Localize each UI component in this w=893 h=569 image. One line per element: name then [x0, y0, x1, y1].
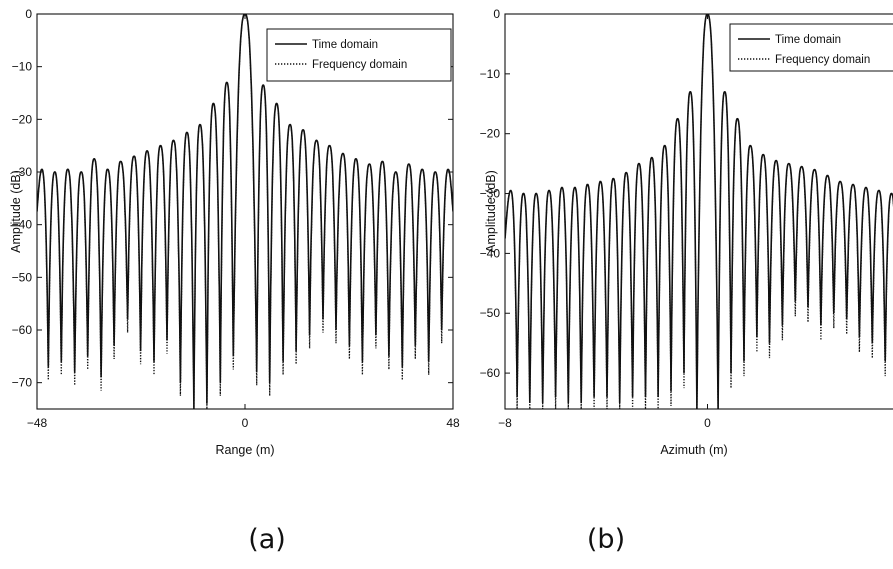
- y-tick-label: −40: [12, 218, 33, 232]
- y-tick-label: −40: [480, 246, 501, 260]
- legend-label-frequency-domain: Frequency domain: [775, 54, 870, 66]
- x-tick-label: −8: [498, 416, 512, 430]
- y-tick-label: −60: [12, 323, 33, 337]
- plot-area: [505, 14, 893, 409]
- x-tick-label: −48: [27, 416, 48, 430]
- legend-label-time-domain: Time domain: [775, 34, 841, 46]
- x-tick-label: 0: [242, 416, 249, 430]
- chart-panel-2: 0 −10 −20 −30 −40 −50 −60 −8 0 Azimuth (m) Amplitu…: [480, 7, 893, 555]
- y-tick-label: −70: [12, 376, 33, 390]
- y-tick-label: −60: [480, 366, 501, 380]
- y-tick-label: −30: [12, 165, 33, 179]
- legend-box: [266, 28, 452, 82]
- legend: Time domain Frequency domain: [266, 28, 452, 82]
- y-tick-label: −20: [480, 127, 501, 141]
- y-axis-title: Amplitude (dB): [484, 170, 498, 253]
- series-line-time-domain: [37, 14, 453, 409]
- y-tick-label: −10: [12, 60, 33, 74]
- legend: Time domain Frequency domain: [729, 23, 893, 72]
- y-tick-label: 0: [493, 7, 500, 21]
- plot-area: [37, 14, 453, 409]
- legend-box: [729, 23, 893, 72]
- panel-caption: (a): [248, 524, 286, 555]
- x-axis-title: Azimuth (m): [660, 443, 727, 457]
- y-tick-label: −10: [480, 67, 501, 81]
- y-tick-label: −30: [480, 187, 501, 201]
- chart-panel-1: 0 −10 −20 −30 −40 −50 −60 −70 −48 0 48 Range (m) Amp…: [9, 7, 460, 555]
- series-line-time-domain: [505, 14, 893, 409]
- x-tick-label: 0: [704, 416, 711, 430]
- y-tick-label: −50: [12, 270, 33, 284]
- x-tick-label: 48: [446, 416, 460, 430]
- panel-caption: (b): [587, 524, 625, 555]
- legend-label-time-domain: Time domain: [312, 39, 378, 51]
- legend-label-frequency-domain: Frequency domain: [312, 59, 407, 71]
- y-tick-label: −20: [12, 112, 33, 126]
- y-tick-label: 0: [25, 7, 32, 21]
- x-axis-title: Range (m): [215, 443, 274, 457]
- y-axis-title: Amplitude (dB): [9, 170, 23, 253]
- y-tick-label: −50: [480, 306, 501, 320]
